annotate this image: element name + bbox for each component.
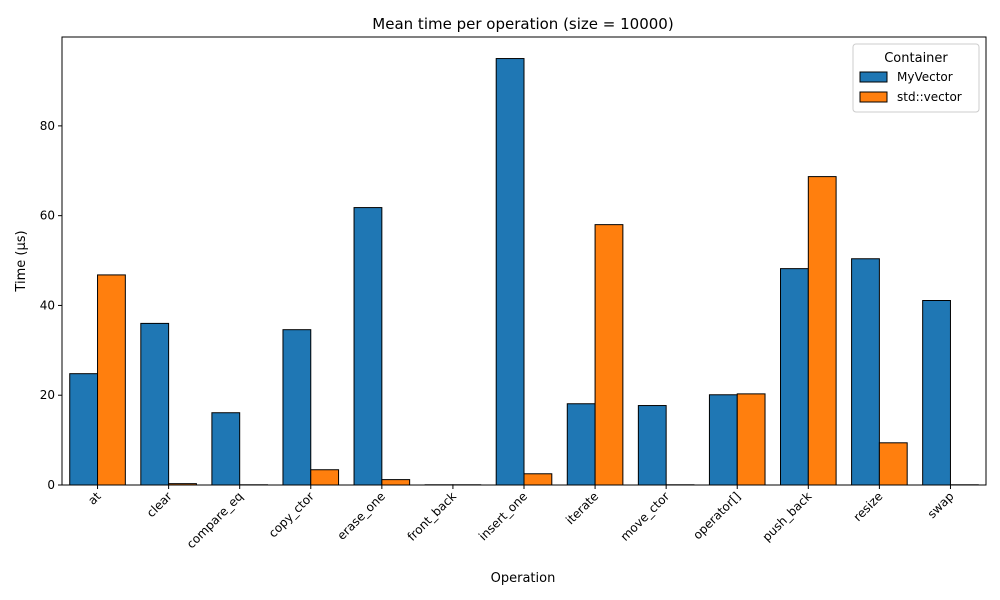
bar-myvector-move-ctor — [637, 405, 667, 486]
bar-myvector-clear — [140, 322, 170, 486]
bar-myvector-operator — [708, 394, 738, 486]
bar-std-vector-iterate — [594, 224, 624, 486]
x-tick-label-compare-eq: compare_eq — [184, 489, 246, 551]
bar-std-vector-copy-ctor — [310, 469, 340, 486]
legend-swatch-std-vector — [859, 91, 888, 103]
x-tick-label-at: at — [85, 489, 104, 508]
legend-label-myvector: MyVector — [897, 70, 953, 84]
legend-swatch-myvector — [859, 71, 888, 83]
bar-myvector-iterate — [566, 403, 596, 486]
bar-std-vector-push-back — [807, 176, 837, 486]
bar-std-vector-at — [97, 274, 126, 486]
x-axis: at clear compare_eq copy_ctor erase_one front… — [85, 485, 957, 551]
bar-myvector-erase-one — [353, 207, 383, 486]
bar-std-vector-erase-one — [381, 479, 411, 486]
x-tick-label-move-ctor: move_ctor — [618, 489, 673, 544]
x-tick-label-insert-one: insert_one — [476, 489, 530, 543]
y-axis-label: Time (µs) — [14, 230, 29, 292]
chart-title: Mean time per operation (size = 10000) — [372, 15, 673, 33]
y-tick-label-60: 60 — [40, 209, 55, 223]
x-tick-label-iterate: iterate — [563, 489, 601, 527]
legend-label-std-vector: std::vector — [897, 90, 962, 104]
y-tick-label-80: 80 — [40, 119, 55, 133]
legend-title: Container — [884, 51, 948, 66]
bar-std-vector-operator — [736, 393, 766, 486]
bar-std-vector-insert-one — [523, 473, 553, 486]
bars-group — [69, 58, 979, 486]
bar-myvector-copy-ctor — [282, 329, 312, 486]
x-tick-label-front-back: front_back — [405, 489, 460, 544]
x-tick-label-erase-one: erase_one — [334, 489, 387, 542]
y-tick-label-20: 20 — [40, 388, 55, 402]
bar-myvector-insert-one — [495, 58, 525, 486]
bar-std-vector-resize — [878, 442, 908, 486]
y-tick-label-40: 40 — [40, 298, 55, 312]
bar-myvector-push-back — [780, 268, 809, 486]
bar-myvector-resize — [851, 258, 880, 486]
x-tick-label-resize: resize — [851, 489, 886, 524]
x-tick-label-push-back: push_back — [760, 489, 815, 544]
x-tick-label-swap: swap — [925, 489, 957, 521]
x-tick-label-copy-ctor: copy_ctor — [266, 489, 317, 540]
y-tick-label-0: 0 — [47, 478, 55, 492]
x-axis-label: Operation — [491, 571, 556, 586]
y-axis: 0 20 40 60 80 — [40, 119, 62, 492]
bar-myvector-swap — [922, 300, 951, 486]
bar-myvector-compare-eq — [211, 412, 241, 486]
x-tick-label-operator: operator[] — [690, 489, 743, 542]
x-tick-label-clear: clear — [144, 489, 175, 520]
bar-myvector-at — [69, 373, 99, 486]
